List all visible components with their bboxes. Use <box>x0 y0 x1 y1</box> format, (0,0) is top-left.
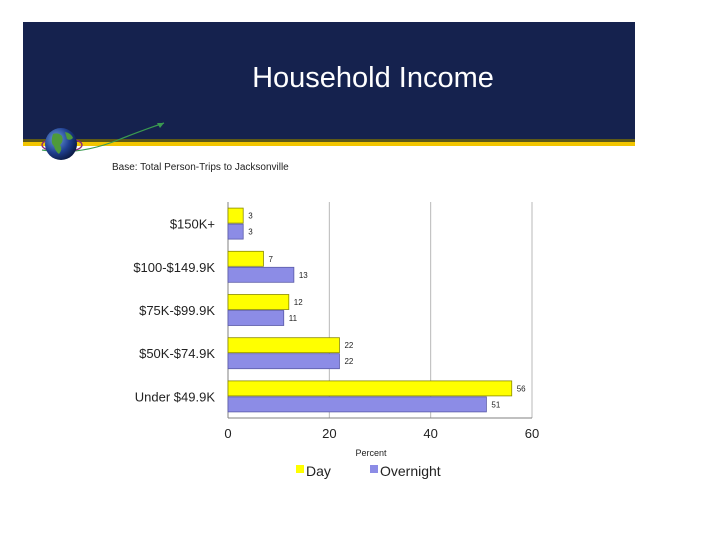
header-gold-stripe <box>23 142 635 146</box>
legend-swatch-overnight <box>370 465 378 473</box>
header-band <box>23 22 635 140</box>
header-stripe-shadow <box>23 139 635 142</box>
globe-logo-icon <box>41 122 165 160</box>
x-axis-title: Percent <box>355 448 387 458</box>
category-label: $100-$149.9K <box>133 260 215 275</box>
category-label: $50K-$74.9K <box>139 346 215 361</box>
data-label: 56 <box>517 384 526 393</box>
x-tick-label: 40 <box>423 426 437 441</box>
bar-day <box>227 250 264 267</box>
data-label: 3 <box>248 212 253 221</box>
data-label: 7 <box>268 255 273 264</box>
data-label: 22 <box>344 357 353 366</box>
legend-label-overnight: Overnight <box>380 463 441 479</box>
bar-overnight <box>227 266 295 283</box>
data-label: 11 <box>289 314 298 323</box>
data-label: 3 <box>248 228 253 237</box>
category-label: $75K-$99.9K <box>139 303 215 318</box>
x-tick-label: 20 <box>322 426 336 441</box>
bar-day <box>227 337 340 354</box>
base-note: Base: Total Person-Trips to Jacksonville <box>112 162 289 173</box>
bar-overnight <box>227 353 340 370</box>
data-label: 13 <box>299 271 308 280</box>
category-label: $150K+ <box>170 217 215 232</box>
category-label: Under $49.9K <box>135 389 216 404</box>
data-label: 12 <box>294 298 303 307</box>
legend-swatch-day <box>296 465 304 473</box>
bar-overnight <box>227 223 244 240</box>
bar-day <box>227 294 290 310</box>
slide-title: Household Income <box>252 62 494 94</box>
data-label: 51 <box>491 400 500 409</box>
data-label: 22 <box>344 341 353 350</box>
bar-day <box>227 380 513 397</box>
bar-day <box>227 207 244 224</box>
bar-overnight <box>227 310 285 326</box>
bar-overnight <box>227 396 487 413</box>
legend-label-day: Day <box>306 463 331 479</box>
x-tick-label: 60 <box>525 426 539 441</box>
x-tick-label: 0 <box>224 426 231 441</box>
